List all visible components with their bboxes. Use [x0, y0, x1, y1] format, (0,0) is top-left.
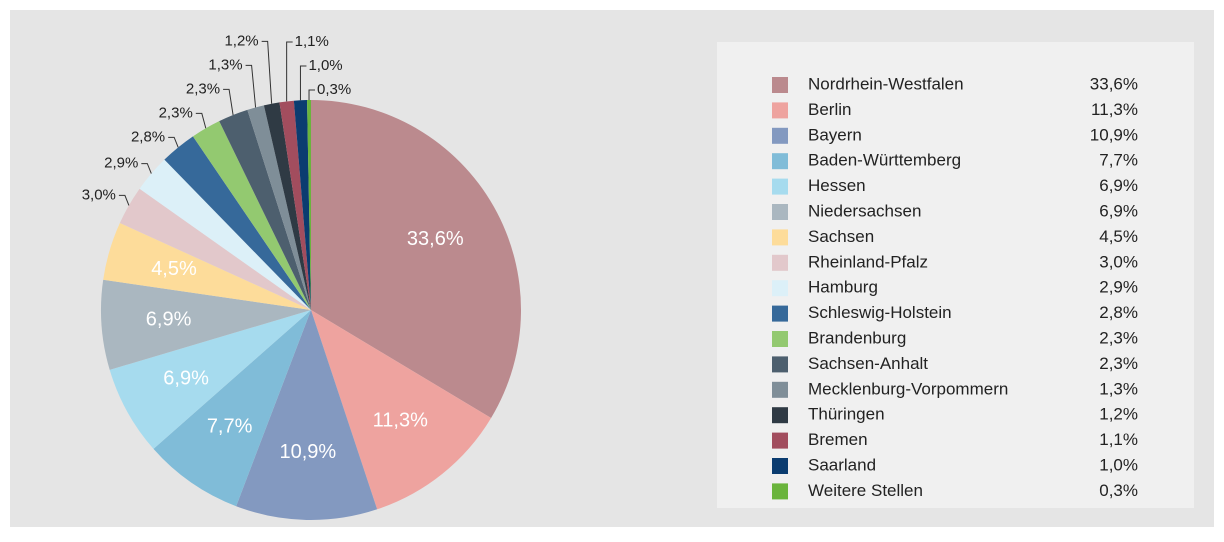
pie-slice — [219, 109, 311, 311]
legend-value: 11,3% — [1091, 100, 1138, 119]
legend-label: Sachsen — [808, 227, 874, 246]
legend-value: 2,9% — [1099, 278, 1138, 297]
pie-slice — [119, 188, 311, 310]
pie-slice — [139, 159, 311, 310]
legend-label: Bremen — [808, 430, 868, 449]
legend-value: 7,7% — [1099, 151, 1138, 170]
slice-label: 2,8% — [131, 128, 165, 145]
pie-slice — [164, 136, 311, 310]
pie-slice — [103, 222, 311, 310]
slice-label: 6,9% — [163, 367, 209, 389]
legend-swatch — [772, 458, 788, 474]
pie-slice — [153, 310, 311, 507]
legend-label: Weitere Stellen — [808, 481, 923, 500]
slice-label: 1,1% — [295, 33, 329, 50]
slice-label: 1,3% — [208, 56, 242, 73]
slice-label: 2,3% — [186, 80, 220, 97]
leader-line — [195, 112, 207, 129]
legend-swatch — [772, 127, 788, 144]
slice-label: 6,9% — [146, 309, 192, 331]
legend-label: Berlin — [808, 100, 851, 119]
legend-swatch — [772, 381, 788, 398]
pie-slice — [311, 310, 492, 510]
legend-swatch — [772, 432, 788, 449]
legend-swatch — [772, 483, 788, 500]
slice-label: 7,7% — [207, 416, 253, 438]
legend-label: Baden-Württemberg — [808, 151, 961, 170]
pie-slice — [307, 100, 311, 310]
leader-line — [245, 64, 257, 108]
legend-value: 0,3% — [1099, 481, 1138, 500]
pie-slice — [236, 310, 378, 520]
leader-line — [261, 40, 273, 104]
pie-slice — [311, 100, 521, 419]
legend-swatch — [772, 153, 788, 170]
legend-swatch — [772, 77, 788, 93]
legend-value: 6,9% — [1099, 176, 1138, 195]
legend-label: Nordrhein-Westfalen — [808, 74, 964, 93]
leader-line — [168, 136, 179, 148]
legend-label: Saarland — [808, 455, 876, 474]
slice-label: 3,0% — [82, 186, 116, 203]
legend-swatch — [772, 407, 788, 424]
legend-swatch — [772, 356, 788, 373]
slice-label: 2,3% — [159, 104, 193, 121]
legend-label: Thüringen — [808, 405, 885, 424]
legend-label: Hessen — [808, 176, 866, 195]
pie-slice — [263, 102, 311, 310]
slice-label: 11,3% — [373, 410, 428, 432]
legend-label: Brandenburg — [808, 328, 906, 347]
legend-label: Hamburg — [808, 278, 878, 297]
legend-label: Mecklenburg-Vorpommern — [808, 379, 1008, 398]
legend-value: 1,1% — [1099, 430, 1138, 449]
pie-slice — [293, 100, 311, 310]
legend-value: 1,2% — [1099, 405, 1138, 424]
legend-swatch — [772, 331, 788, 347]
pie-slice — [192, 121, 311, 310]
legend-value: 1,0% — [1099, 455, 1138, 474]
legend-label: Rheinland-Pfalz — [808, 252, 928, 271]
slice-label: 4,5% — [151, 258, 197, 280]
pie-slice — [247, 105, 311, 310]
legend-swatch — [772, 102, 788, 119]
slice-label: 2,9% — [104, 155, 138, 172]
pie-slice — [101, 279, 312, 370]
legend-swatch — [772, 254, 788, 271]
legend-value: 2,3% — [1099, 354, 1138, 373]
leader-line — [118, 194, 130, 206]
legend-label: Niedersachsen — [808, 201, 921, 220]
legend-swatch — [772, 280, 788, 297]
legend-value: 2,3% — [1099, 328, 1138, 347]
slice-label: 1,2% — [224, 32, 258, 49]
legend-value: 33,6% — [1090, 74, 1138, 93]
legend-value: 1,3% — [1099, 379, 1138, 398]
leader-line — [308, 89, 316, 101]
legend-value: 10,9% — [1090, 125, 1138, 144]
legend-label: Bayern — [808, 125, 862, 144]
legend-value: 3,0% — [1099, 252, 1138, 271]
slice-label: 1,0% — [308, 57, 342, 74]
legend-box — [717, 42, 1194, 508]
legend-swatch — [772, 229, 788, 246]
slice-label: 0,3% — [317, 81, 351, 98]
leader-line — [299, 65, 307, 101]
legend-label: Sachsen-Anhalt — [808, 354, 928, 373]
legend-swatch — [772, 204, 788, 220]
legend-label: Schleswig-Holstein — [808, 303, 952, 322]
legend-value: 2,8% — [1099, 303, 1138, 322]
legend-swatch — [772, 178, 788, 195]
slice-label: 33,6% — [407, 228, 464, 250]
pie-slice — [109, 310, 312, 449]
leader-line — [223, 88, 234, 116]
legend-value: 6,9% — [1099, 201, 1138, 220]
leader-line — [141, 163, 152, 174]
legend-value: 4,5% — [1099, 227, 1138, 246]
slice-label: 10,9% — [280, 441, 337, 463]
leader-line — [286, 41, 293, 102]
pie-slice — [279, 100, 311, 310]
legend-swatch — [772, 305, 788, 322]
